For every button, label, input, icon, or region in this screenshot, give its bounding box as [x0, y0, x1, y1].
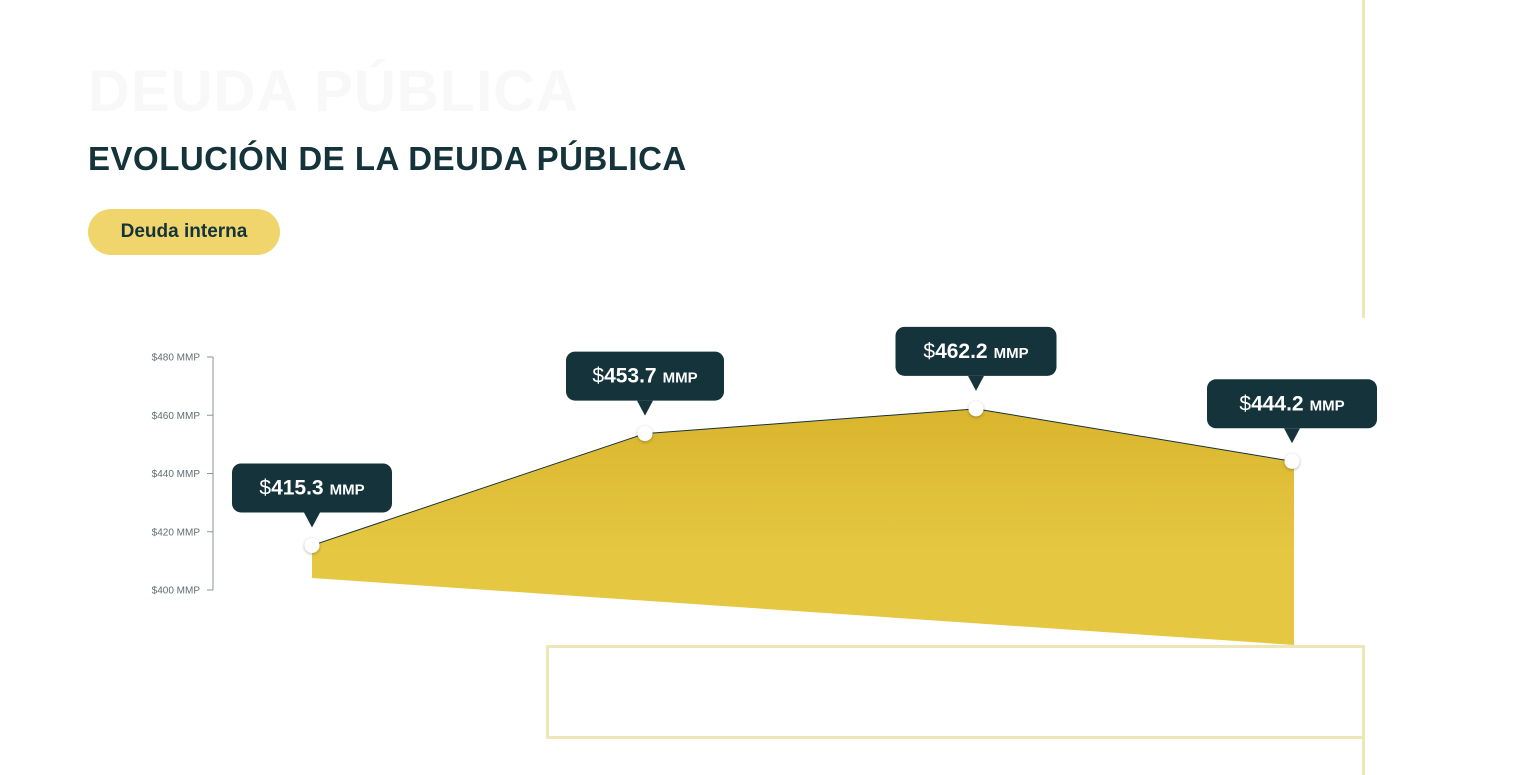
deuda-interna-button[interactable]: Deuda interna	[88, 209, 280, 255]
value-bubble-box	[895, 326, 1057, 376]
data-label-currency: $	[1239, 392, 1251, 415]
data-label-value: 462.2	[935, 340, 988, 363]
data-label: $462.2 MMP	[923, 340, 1028, 363]
data-label-currency: $	[923, 340, 935, 363]
page-title: EVOLUCIÓN DE LA DEUDA PÚBLICA	[88, 140, 687, 177]
value-bubble-pointer	[637, 400, 653, 416]
y-tick-label: $440 MMP	[152, 469, 201, 480]
value-bubble-box	[1207, 379, 1377, 429]
y-tick-label: $420 MMP	[152, 527, 201, 538]
data-label-unit: MMP	[663, 370, 698, 387]
data-label-value: 444.2	[1251, 392, 1304, 415]
y-tick-label: $460 MMP	[152, 411, 201, 422]
y-tick-label: $480 MMP	[152, 353, 201, 364]
value-bubble: $415.3 MMP	[232, 463, 392, 528]
data-label: $453.7 MMP	[592, 365, 697, 388]
decorative-line-top	[1362, 0, 1365, 318]
value-bubble-box	[232, 463, 392, 513]
value-bubble-pointer	[968, 375, 984, 391]
data-point[interactable]	[637, 426, 653, 442]
y-tick-label: $400 MMP	[152, 586, 201, 597]
value-bubble-pointer	[304, 512, 320, 528]
data-label: $444.2 MMP	[1239, 392, 1344, 415]
decorative-line-bottom	[1362, 645, 1365, 775]
debt-area	[312, 408, 1294, 645]
data-label-currency: $	[592, 365, 604, 388]
value-bubble: $462.2 MMP	[895, 326, 1057, 391]
value-bubble: $453.7 MMP	[566, 351, 724, 416]
decorative-box	[546, 645, 1365, 739]
data-point[interactable]	[304, 537, 320, 553]
data-point[interactable]	[1284, 453, 1300, 469]
data-label-value: 453.7	[604, 365, 657, 388]
value-bubble-pointer	[1284, 428, 1300, 444]
background-title: DEUDA PÚBLICA	[88, 59, 579, 124]
data-label: $415.3 MMP	[259, 476, 364, 499]
debt-line	[311, 408, 1293, 546]
data-label-unit: MMP	[330, 481, 365, 498]
data-label-unit: MMP	[1310, 397, 1345, 414]
data-label-currency: $	[259, 476, 271, 499]
data-point[interactable]	[968, 401, 984, 417]
value-bubble-box	[566, 351, 724, 401]
data-label-value: 415.3	[271, 476, 324, 499]
value-bubble: $444.2 MMP	[1207, 379, 1377, 444]
data-label-unit: MMP	[994, 345, 1029, 362]
